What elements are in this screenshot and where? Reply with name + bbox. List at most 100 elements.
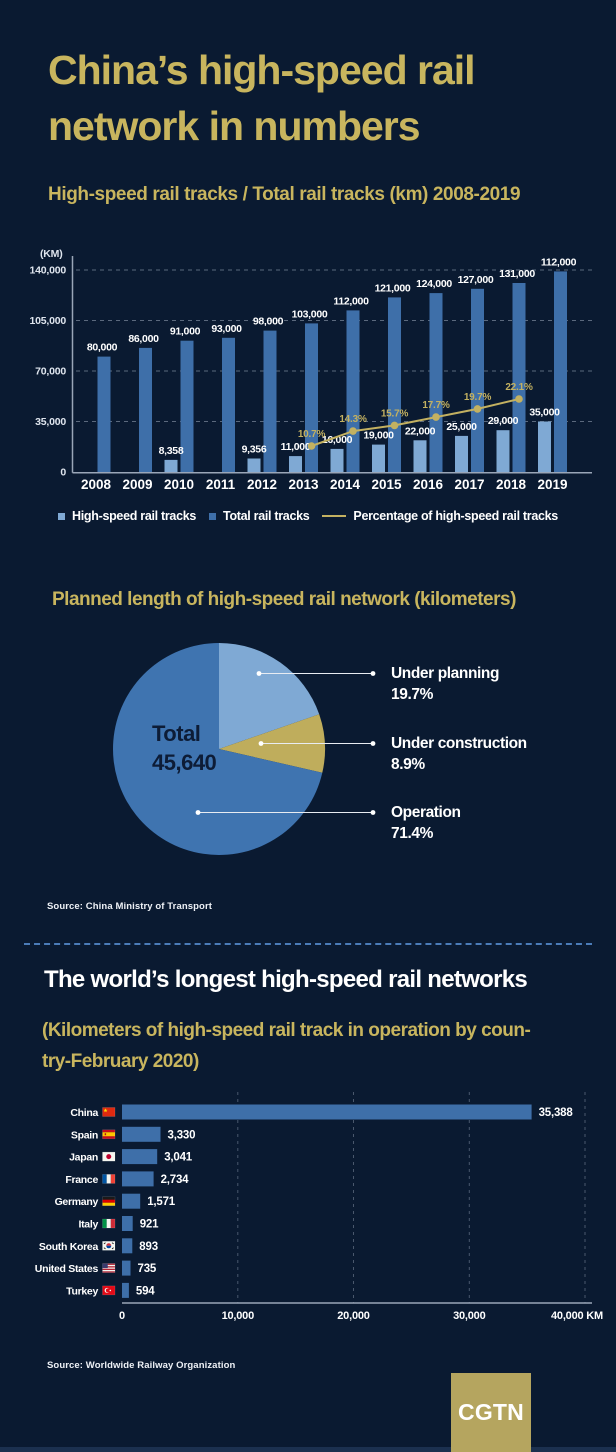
high-speed-bar-2015	[372, 444, 385, 472]
high-speed-value-2018: 29,000	[488, 415, 519, 427]
year-label-2009: 2009	[122, 477, 152, 492]
total-rail-bar-2011	[222, 337, 235, 472]
y-tick-label: 140,000	[29, 265, 66, 277]
total-rail-bar-2019	[554, 271, 567, 472]
legend-label-total: Total rail tracks	[223, 509, 310, 523]
percentage-label-2018: 22.1%	[505, 382, 533, 393]
leader-dot	[256, 671, 262, 676]
value-label-united-states: 735	[138, 1263, 157, 1275]
total-rail-value-2014: 112,000	[333, 295, 369, 307]
percentage-label-2017: 19.7%	[464, 392, 492, 403]
legend-label-percentage: Percentage of high-speed rail tracks	[353, 509, 558, 523]
value-label-turkey: 594	[136, 1285, 155, 1297]
value-label-germany: 1,571	[147, 1196, 176, 1208]
rail-tracks-chart: (KM) 0 35,000 70,000 105,000 140,000 80,000 200…	[29, 248, 592, 492]
world-networks-subtitle: (Kilometers of high-speed rail track in …	[42, 1015, 531, 1077]
high-speed-value-2010: 8,358	[159, 445, 184, 457]
bar-france	[122, 1171, 154, 1187]
percentage-label-2015: 15.7%	[381, 408, 409, 419]
legend-item-total: Total rail tracks	[209, 509, 310, 523]
year-label-2014: 2014	[330, 477, 361, 492]
high-speed-bar-2016	[413, 440, 427, 472]
year-label-2011: 2011	[206, 477, 236, 492]
value-label-south-korea: 893	[139, 1241, 158, 1253]
total-rail-bar-2012	[263, 330, 277, 472]
chart1-legend: High-speed rail tracks Total rail tracks…	[0, 509, 616, 523]
total-rail-value-2015: 121,000	[375, 282, 411, 294]
year-label-2016: 2016	[413, 477, 444, 492]
bar-italy	[122, 1216, 133, 1231]
percentage-label-2013: 10.7%	[298, 429, 326, 440]
pie-label-under-construction: Under construction 8.9%	[391, 733, 527, 775]
page-title: China’s high-speed rail network in numbe…	[48, 42, 476, 154]
pie-slice-operation	[113, 643, 323, 855]
pie-slice-under-planning	[219, 643, 320, 749]
year-label-2019: 2019	[537, 477, 567, 492]
pie-label-operation: Operation 71.4%	[391, 802, 461, 844]
slice-pct: 19.7%	[391, 686, 433, 703]
high-speed-value-2015: 19,000	[363, 430, 394, 442]
total-rail-bar-2016	[429, 293, 443, 472]
pie-total-value: 45,640	[152, 750, 217, 775]
y-tick-label: 0	[60, 467, 66, 479]
leader-dot	[195, 810, 201, 815]
unit-label: (KM)	[40, 248, 63, 260]
pie-total-label: Total 45,640	[152, 719, 217, 777]
page-title-line-2: network in numbers	[48, 103, 421, 149]
high-speed-value-2014: 16,000	[322, 434, 353, 446]
value-label-france: 2,734	[161, 1174, 190, 1186]
high-speed-bar-2018	[496, 430, 510, 472]
value-label-italy: 921	[140, 1219, 159, 1231]
section-divider	[24, 943, 592, 945]
year-label-2010: 2010	[164, 477, 194, 492]
high-speed-value-2017: 25,000	[446, 421, 477, 433]
country-label-china: China	[70, 1107, 98, 1119]
bar-south-korea	[122, 1238, 133, 1254]
leader-dot	[258, 741, 264, 746]
high-speed-bar-2012	[247, 458, 261, 472]
total-rail-bar-2015	[388, 297, 401, 472]
france-flag-icon	[102, 1174, 116, 1184]
leader-dot	[370, 810, 376, 815]
legend-item-percentage: Percentage of high-speed rail tracks	[322, 509, 558, 523]
x-tick-label: 40,000 KM	[551, 1310, 603, 1322]
percentage-label-2014: 14.3%	[339, 414, 367, 425]
china-flag-icon	[102, 1107, 116, 1117]
source-china-ministry: Source: China Ministry of Transport	[47, 901, 213, 912]
percentage-dot-2017	[473, 405, 482, 413]
high-speed-bar-2013	[289, 456, 302, 472]
spain-flag-icon	[102, 1129, 116, 1140]
germany-flag-icon	[102, 1196, 116, 1206]
total-rail-value-2012: 98,000	[253, 316, 284, 328]
pie-title: Planned length of high-speed rail networ…	[52, 589, 516, 610]
year-label-2008: 2008	[81, 477, 112, 492]
source-worldwide-railway: Source: Worldwide Railway Organization	[47, 1360, 236, 1371]
y-tick-label: 35,000	[35, 416, 66, 428]
x-tick-label: 30,000	[453, 1310, 486, 1322]
united-states-flag-icon	[102, 1263, 116, 1273]
world-networks-chart: China 35,388 Spain 3,330 Japan 3,041 France 2,7…	[35, 1092, 603, 1322]
slice-pct: 8.9%	[391, 756, 425, 773]
percentage-dot-2018	[515, 395, 523, 403]
country-label-united-states: United States	[35, 1263, 99, 1275]
year-label-2018: 2018	[496, 477, 527, 492]
year-label-2017: 2017	[454, 477, 484, 492]
percentage-dot-2014	[349, 427, 357, 435]
total-rail-value-2008: 80,000	[87, 342, 118, 354]
year-label-2012: 2012	[247, 477, 277, 492]
leader-dot	[370, 741, 376, 746]
total-rail-value-2018: 131,000	[499, 268, 535, 280]
leader-dot	[370, 671, 376, 676]
chart1-title: High-speed rail tracks / Total rail trac…	[48, 184, 521, 205]
percentage-dot-2016	[432, 413, 440, 421]
total-rail-bar-2013	[305, 323, 318, 472]
slice-pct: 71.4%	[391, 825, 433, 842]
bar-china	[122, 1104, 532, 1120]
country-label-italy: Italy	[78, 1219, 98, 1231]
value-label-china: 35,388	[539, 1107, 574, 1119]
total-rail-bar-2010	[180, 340, 194, 472]
pie-total-word: Total	[152, 721, 201, 746]
country-label-japan: Japan	[69, 1152, 98, 1164]
bar-germany	[122, 1193, 141, 1209]
year-label-2013: 2013	[288, 477, 319, 492]
